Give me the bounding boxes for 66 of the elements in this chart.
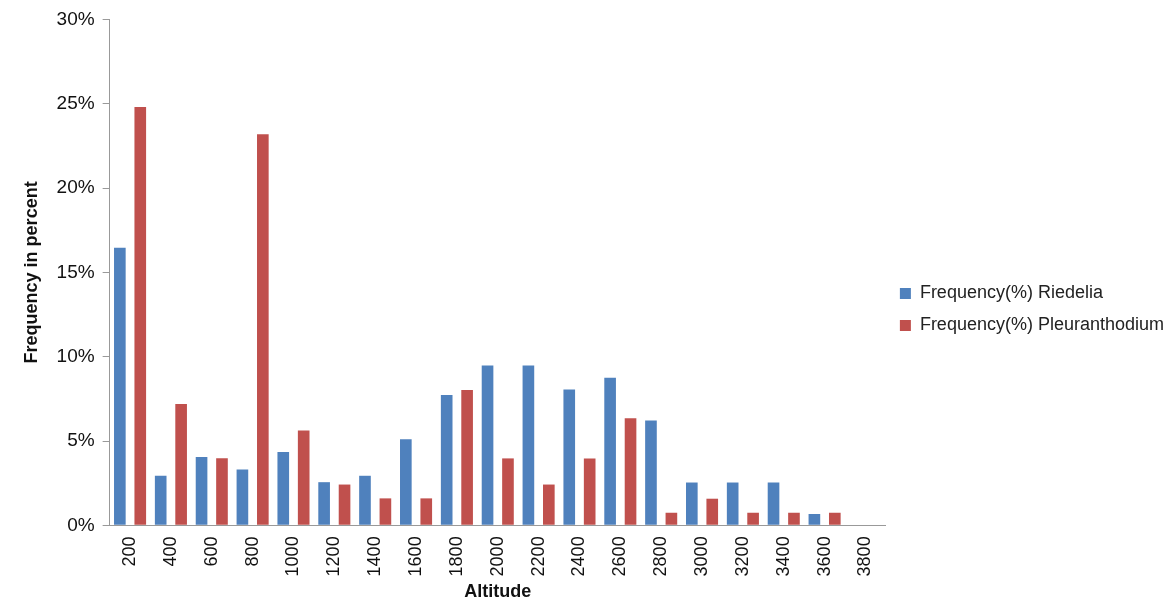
y-tick-label: 5% — [67, 429, 95, 451]
bar — [706, 498, 719, 525]
legend-label: Frequency(%) Riedelia — [919, 282, 1104, 303]
bar — [583, 458, 596, 525]
y-tick-label: 10% — [56, 344, 95, 366]
bar — [318, 482, 330, 525]
x-tick-label: 600 — [200, 536, 221, 567]
x-tick-label: 1800 — [445, 536, 466, 577]
x-tick-label: 200 — [119, 536, 140, 567]
legend-label: Frequency(%) Pleuranthodium — [919, 314, 1165, 335]
bar — [440, 394, 453, 525]
bar — [604, 377, 616, 525]
bar — [216, 458, 228, 525]
bar — [726, 482, 739, 525]
x-tick-label: 2600 — [609, 536, 630, 577]
bar — [134, 107, 147, 525]
x-tick-label: 3000 — [691, 536, 711, 577]
bar — [236, 469, 249, 525]
bar — [277, 451, 290, 525]
bar — [400, 439, 412, 525]
x-axis-title: Altitude — [464, 581, 532, 602]
x-tick-label: 3200 — [731, 536, 752, 577]
x-tick-label: 2000 — [486, 536, 507, 577]
bar — [257, 134, 269, 525]
bar — [481, 365, 494, 525]
y-tick-label: 30% — [56, 7, 95, 29]
y-tick-label: 25% — [56, 91, 95, 113]
bar — [154, 475, 167, 525]
x-tick-label: 3600 — [813, 536, 834, 577]
bar — [808, 514, 821, 525]
bar — [297, 430, 310, 525]
bar — [686, 482, 698, 525]
bar — [624, 418, 637, 525]
bar — [828, 512, 841, 525]
bar — [461, 390, 473, 525]
bar — [563, 389, 576, 525]
bar — [502, 458, 514, 525]
bar — [114, 247, 126, 525]
bar — [665, 512, 678, 525]
bar — [788, 512, 800, 525]
x-tick-label: 2400 — [568, 536, 589, 577]
y-tick-label: 15% — [56, 260, 95, 282]
bar — [522, 365, 535, 525]
y-axis-title: Frequency in percent — [20, 181, 41, 364]
y-tick-label: 20% — [56, 176, 95, 198]
x-tick-label: 1200 — [323, 536, 344, 577]
bar — [767, 482, 780, 525]
bar — [379, 498, 392, 525]
x-tick-label: 1000 — [282, 536, 303, 577]
bar — [645, 420, 657, 525]
bar — [747, 512, 759, 525]
y-tick-label: 0% — [67, 513, 95, 535]
x-tick-label: 2200 — [527, 536, 548, 577]
x-tick-label: 3800 — [854, 536, 875, 577]
bar — [359, 475, 371, 525]
bar — [543, 484, 555, 525]
bar — [338, 484, 351, 525]
x-tick-label: 1600 — [405, 536, 426, 577]
bar — [175, 404, 187, 525]
bar — [420, 498, 433, 525]
x-tick-label: 1400 — [364, 536, 385, 577]
bar — [195, 456, 208, 525]
x-tick-label: 400 — [159, 536, 180, 567]
x-tick-label: 2800 — [650, 536, 671, 577]
x-tick-label: 800 — [241, 536, 262, 567]
x-tick-label: 3400 — [772, 536, 793, 577]
